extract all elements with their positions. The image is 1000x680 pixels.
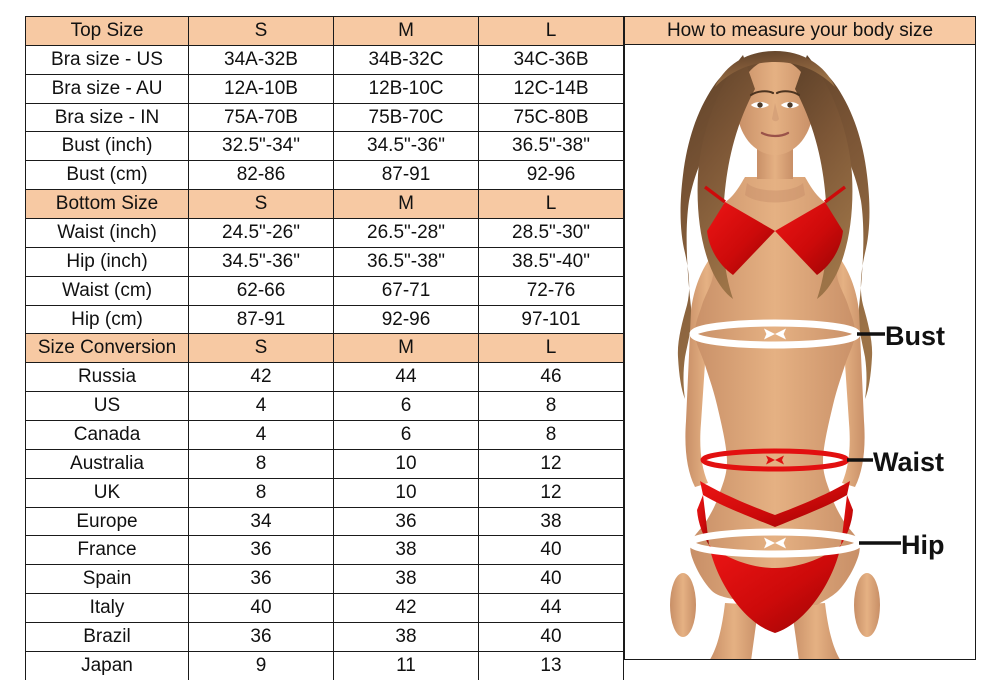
svg-text:Hip: Hip — [901, 530, 945, 560]
svg-text:Waist: Waist — [873, 447, 944, 477]
svg-text:Bust: Bust — [885, 321, 945, 351]
